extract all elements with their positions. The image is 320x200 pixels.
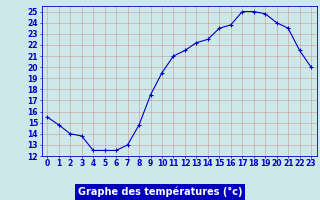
Text: Graphe des températures (°c): Graphe des températures (°c) [78,187,242,197]
